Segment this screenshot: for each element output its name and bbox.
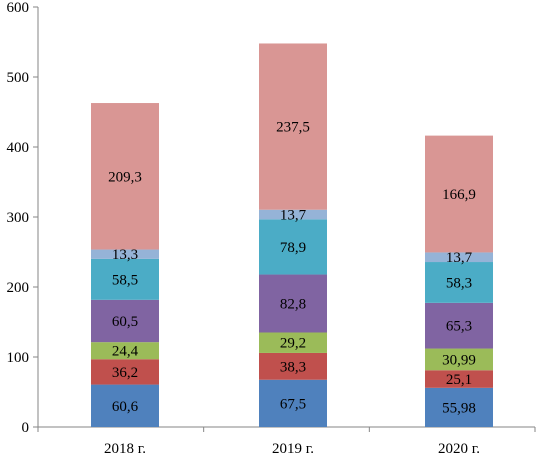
bar-segment: [425, 348, 493, 371]
bar-segment: [91, 249, 159, 259]
data-label: 67,5: [280, 396, 306, 412]
bar-segment: [91, 384, 159, 427]
y-tick-label: 0: [22, 420, 30, 436]
x-tick-label: 2019 г.: [272, 441, 314, 457]
bar-segment: [425, 370, 493, 388]
data-label: 36,2: [112, 365, 138, 381]
y-tick-label: 300: [7, 210, 30, 226]
bar-segment: [259, 43, 327, 210]
data-label: 24,4: [112, 344, 139, 360]
data-label: 78,9: [280, 240, 306, 256]
data-label: 65,3: [446, 319, 472, 335]
bar-segment: [91, 299, 159, 343]
bar-segment: [425, 135, 493, 253]
bar-segment: [425, 387, 493, 427]
bar-segment: [259, 209, 327, 220]
data-label: 13,7: [280, 208, 307, 224]
bar-segment: [91, 103, 159, 250]
y-axis: 0 100 200 300 400 500 600: [7, 0, 39, 436]
data-label: 55,98: [442, 400, 476, 416]
data-label: 13,3: [112, 247, 138, 263]
data-label: 58,3: [446, 275, 472, 291]
x-tick-label: 2020 г.: [438, 441, 480, 457]
bar-segment: [259, 352, 327, 380]
data-label: 58,5: [112, 272, 138, 288]
bar-segment: [91, 258, 159, 300]
data-label: 13,7: [446, 250, 473, 266]
x-axis: 2018 г. 2019 г. 2020 г.: [37, 426, 536, 457]
bar-segment: [259, 332, 327, 353]
y-tick-label: 200: [7, 280, 30, 296]
data-label: 25,1: [446, 372, 472, 388]
data-label: 60,5: [112, 314, 138, 330]
data-labels: 60,6 36,2 24,4 60,5 58,5 13,3 209,3 67,5 38,3 29,…: [108, 120, 476, 417]
bar-stacks: [91, 43, 493, 427]
data-label: 30,99: [442, 352, 476, 368]
data-label: 29,2: [280, 336, 306, 352]
x-tick-label: 2018 г.: [104, 441, 146, 457]
bar-segment: [259, 219, 327, 275]
y-tick-label: 100: [7, 350, 30, 366]
y-tick-label: 500: [7, 70, 30, 86]
data-label: 60,6: [112, 399, 139, 415]
bar-segment: [91, 359, 159, 385]
bar-segment: [425, 252, 493, 263]
y-tick-label: 400: [7, 140, 30, 156]
data-label: 38,3: [280, 359, 306, 375]
bar-segment: [425, 302, 493, 349]
bar-segment: [425, 262, 493, 303]
bar-segment: [259, 379, 327, 427]
data-label: 166,9: [442, 187, 476, 203]
data-label: 237,5: [276, 120, 310, 136]
data-label: 82,8: [280, 297, 306, 313]
bar-segment: [91, 342, 159, 360]
y-tick-label: 600: [7, 0, 30, 16]
bar-segment: [259, 274, 327, 333]
data-label: 209,3: [108, 169, 142, 185]
